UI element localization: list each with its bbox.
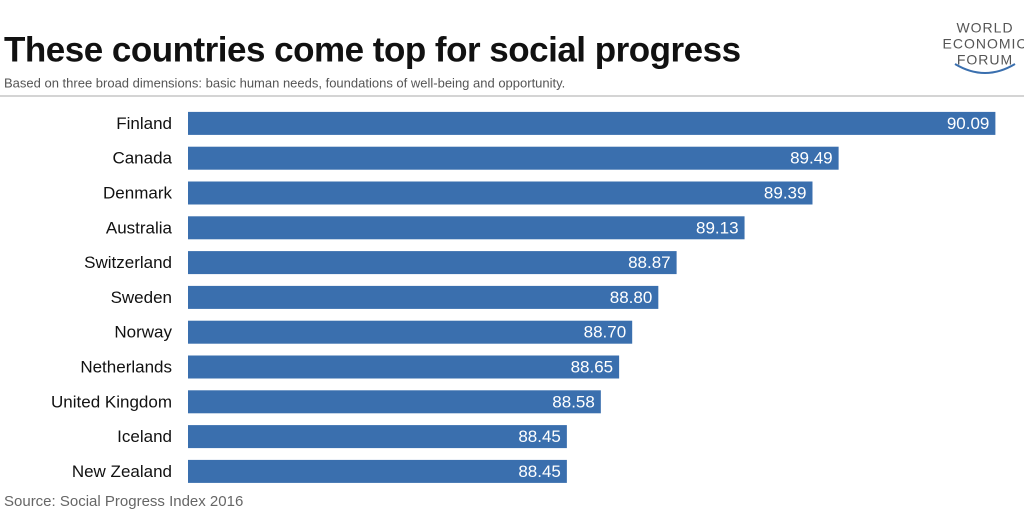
bar [188, 216, 745, 240]
logo-text: FORUM [957, 52, 1013, 68]
value-label: 88.70 [584, 323, 627, 342]
value-label: 88.80 [610, 288, 653, 307]
value-label: 90.09 [947, 114, 990, 133]
logo: WORLD ECONOMIC FORUM [943, 20, 1024, 74]
bar [188, 390, 601, 414]
value-label: 88.58 [552, 392, 595, 411]
bar [188, 355, 620, 379]
bar [188, 320, 633, 344]
logo-text: ECONOMIC [943, 36, 1024, 52]
source: Source: Social Progress Index 2016 [4, 493, 243, 510]
y-tick-label: Canada [112, 149, 172, 168]
y-tick-label: Iceland [117, 427, 172, 446]
value-label: 89.49 [790, 149, 833, 168]
bar [188, 425, 567, 449]
y-tick-label: New Zealand [72, 462, 172, 481]
chart-title: These countries come top for social prog… [4, 30, 741, 69]
bar [188, 251, 677, 275]
logo-arc [954, 63, 1016, 74]
bar [188, 111, 996, 135]
bar [188, 285, 659, 309]
chart-subtitle: Based on three broad dimensions: basic h… [4, 75, 565, 90]
value-label: 88.45 [518, 427, 561, 446]
value-label: 89.39 [764, 183, 807, 202]
bar [188, 146, 839, 170]
value-label: 88.65 [571, 357, 614, 376]
y-tick-label: Australia [106, 218, 173, 237]
value-label: 88.87 [628, 253, 671, 272]
y-tick-label: Norway [114, 323, 172, 342]
bar [188, 181, 813, 205]
value-label: 88.45 [518, 462, 561, 481]
y-tick-label: Finland [116, 114, 172, 133]
y-tick-label: Netherlands [80, 357, 172, 376]
bar [188, 459, 567, 483]
y-tick-label: Sweden [111, 288, 172, 307]
y-tick-label: Switzerland [84, 253, 172, 272]
y-tick-label: United Kingdom [51, 392, 172, 411]
value-label: 89.13 [696, 218, 739, 237]
y-tick-label: Denmark [103, 183, 172, 202]
logo-text: WORLD [956, 20, 1013, 36]
